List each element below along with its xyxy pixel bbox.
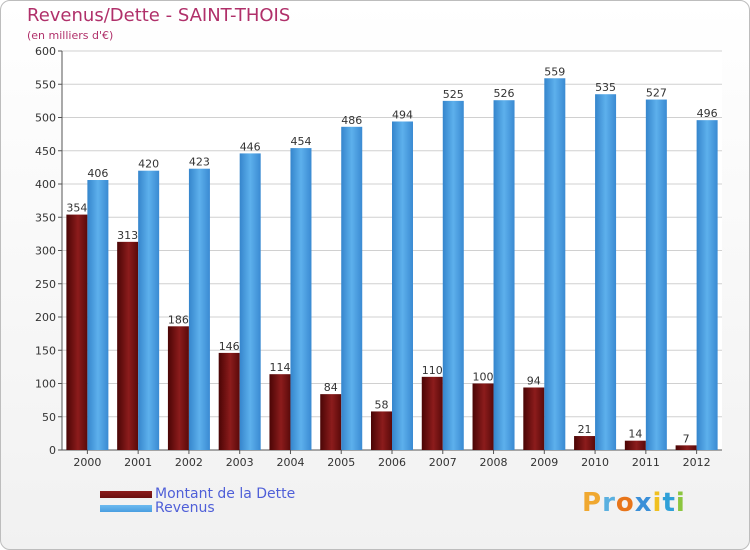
bar-revenus <box>239 153 261 450</box>
data-label-dette: 110 <box>422 364 443 377</box>
data-label-revenus: 454 <box>290 135 311 148</box>
data-label-dette: 114 <box>269 361 290 374</box>
bar-dette <box>675 445 697 450</box>
data-label-revenus: 559 <box>544 65 565 78</box>
bar-chart: 0 50 100 150 200 250 300 350 400 450 500 550 600 2000… <box>35 45 722 469</box>
y-tick-label: 450 <box>35 145 56 158</box>
x-tick-label: 2005 <box>327 456 355 469</box>
bar-dette <box>66 214 88 450</box>
x-tick-label: 2001 <box>124 456 152 469</box>
y-tick-label: 150 <box>35 344 56 357</box>
logo-letter: r <box>602 488 616 518</box>
bar-revenus <box>696 120 718 450</box>
y-tick-label: 250 <box>35 278 56 291</box>
bar-revenus <box>442 100 464 450</box>
y-tick-label: 300 <box>35 245 56 258</box>
x-tick-label: 2012 <box>683 456 711 469</box>
x-tick-label: 2010 <box>581 456 609 469</box>
bar-dette <box>117 241 139 450</box>
logo-letter: x <box>634 488 653 518</box>
bar-revenus <box>544 78 566 450</box>
bar-revenus <box>493 100 515 451</box>
data-label-dette: 100 <box>473 371 494 384</box>
data-labels: 354 406 313 420 186 423 146 446 114 454 84 486 58 494… <box>66 65 717 445</box>
x-tick-label: 2011 <box>632 456 660 469</box>
logo-letter: o <box>615 488 635 518</box>
x-tick-label: 2008 <box>480 456 508 469</box>
chart-title: Revenus/Dette - SAINT-THOIS <box>27 5 291 26</box>
data-label-dette: 186 <box>168 313 189 326</box>
data-label-dette: 146 <box>219 340 240 353</box>
bar-dette <box>218 352 240 450</box>
data-label-revenus: 526 <box>494 87 515 100</box>
bar-revenus <box>188 168 210 450</box>
y-tick-label: 500 <box>35 112 56 125</box>
y-tick-label: 100 <box>35 378 56 391</box>
data-label-dette: 7 <box>683 432 690 445</box>
bar-revenus <box>341 126 363 450</box>
data-label-dette: 94 <box>527 374 541 387</box>
data-label-revenus: 486 <box>341 114 362 127</box>
data-label-dette: 58 <box>375 398 389 411</box>
x-tick-label: 2009 <box>530 456 558 469</box>
legend-label-dette: Montant de la Dette <box>155 486 296 502</box>
bar-revenus <box>595 94 617 450</box>
bars <box>66 78 718 451</box>
legend-label-revenus: Revenus <box>155 500 215 516</box>
chart-subtitle: (en milliers d'€) <box>27 29 114 42</box>
bar-dette <box>421 376 443 450</box>
data-label-revenus: 446 <box>240 140 261 153</box>
data-label-revenus: 406 <box>87 167 108 180</box>
legend-swatch-revenus <box>100 505 152 512</box>
bar-revenus <box>645 99 667 451</box>
data-label-revenus: 494 <box>392 108 413 121</box>
y-tick-label: 200 <box>35 311 56 324</box>
x-tick-label: 2004 <box>276 456 304 469</box>
axes: 0 50 100 150 200 250 300 350 400 450 500 550 600 2000… <box>35 45 722 469</box>
y-tick-label: 350 <box>35 211 56 224</box>
bar-dette <box>523 387 545 450</box>
bar-dette <box>167 326 189 450</box>
x-tick-label: 2007 <box>429 456 457 469</box>
logo-letter: i <box>652 488 663 518</box>
bar-dette <box>320 394 342 450</box>
x-tick-label: 2000 <box>73 456 101 469</box>
data-label-dette: 21 <box>578 423 592 436</box>
logo-letter: t <box>662 488 676 518</box>
data-label-dette: 84 <box>324 381 338 394</box>
data-label-revenus: 420 <box>138 158 159 171</box>
y-tick-label: 0 <box>49 444 56 457</box>
data-label-dette: 313 <box>117 229 138 242</box>
data-label-revenus: 525 <box>443 88 464 101</box>
x-tick-label: 2002 <box>175 456 203 469</box>
legend-swatch-dette <box>100 491 152 498</box>
data-label-dette: 14 <box>628 428 642 441</box>
data-label-revenus: 527 <box>646 87 667 100</box>
bar-revenus <box>392 121 413 451</box>
bar-dette <box>624 440 646 450</box>
y-tick-label: 400 <box>35 178 56 191</box>
bar-dette <box>269 374 291 450</box>
bar-revenus <box>138 170 160 450</box>
data-label-dette: 354 <box>66 202 87 215</box>
bar-dette <box>371 411 392 450</box>
data-label-revenus: 423 <box>189 156 210 169</box>
x-tick-label: 2003 <box>226 456 254 469</box>
proxiti-logo: Proxiti <box>582 488 686 518</box>
logo-letter: i <box>675 488 686 518</box>
bar-revenus <box>290 148 312 450</box>
y-tick-label: 600 <box>35 45 56 58</box>
y-tick-label: 550 <box>35 78 56 91</box>
bar-dette <box>472 383 494 450</box>
bar-revenus <box>87 180 109 450</box>
data-label-revenus: 496 <box>697 107 718 120</box>
bar-dette <box>574 436 596 450</box>
x-tick-label: 2006 <box>378 456 406 469</box>
data-label-revenus: 535 <box>595 81 616 94</box>
logo-letter: P <box>582 488 603 518</box>
y-tick-label: 50 <box>42 411 56 424</box>
